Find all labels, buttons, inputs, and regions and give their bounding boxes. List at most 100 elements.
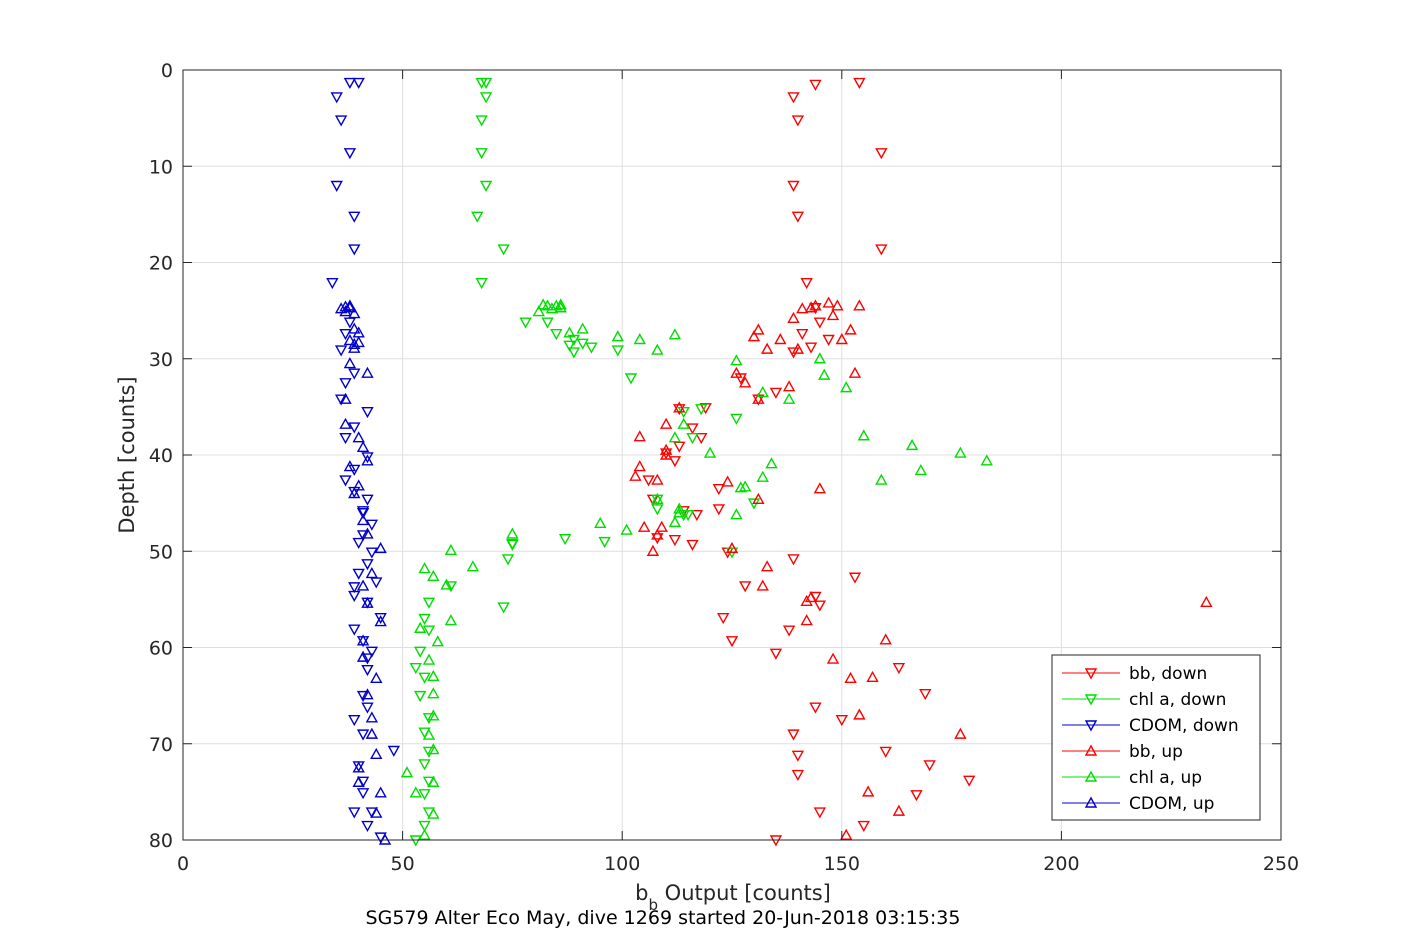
data-point xyxy=(365,519,379,531)
y-tick-label: 20 xyxy=(149,253,173,275)
data-point xyxy=(532,305,545,317)
data-point xyxy=(374,615,387,627)
data-point xyxy=(348,368,361,380)
legend: bb, down chl a, down CDOM, down bb, up chl a… xyxy=(1051,654,1261,821)
data-point xyxy=(563,340,576,352)
data-point xyxy=(365,711,379,723)
data-point xyxy=(361,596,374,608)
data-point xyxy=(835,333,848,345)
data-point xyxy=(339,305,352,317)
data-point xyxy=(791,750,805,762)
data-point xyxy=(409,786,422,798)
data-point xyxy=(554,301,567,313)
data-point xyxy=(844,323,857,335)
data-point xyxy=(659,417,673,429)
y-tick-label: 0 xyxy=(161,60,173,82)
data-point xyxy=(422,713,436,725)
chart-title: SG579 Alter Eco May, dive 1269 started 2… xyxy=(366,907,961,929)
data-point xyxy=(348,714,361,727)
data-point xyxy=(506,538,519,550)
data-point xyxy=(919,689,932,701)
data-point xyxy=(427,709,440,721)
data-point xyxy=(659,448,673,460)
data-point xyxy=(787,554,800,566)
data-point xyxy=(730,366,743,378)
legend-label: CDOM, up xyxy=(1129,794,1214,814)
data-point xyxy=(879,746,892,758)
data-point xyxy=(734,373,747,385)
data-point xyxy=(1200,595,1213,607)
data-point xyxy=(800,278,813,290)
data-point xyxy=(637,520,651,532)
data-point xyxy=(712,483,726,496)
data-point xyxy=(875,244,888,256)
data-point xyxy=(343,334,357,346)
data-point xyxy=(475,115,488,127)
data-point xyxy=(418,828,431,840)
data-point xyxy=(361,702,374,714)
data-point xyxy=(629,469,642,481)
data-point xyxy=(787,92,800,104)
data-point xyxy=(686,432,699,445)
data-point xyxy=(418,672,431,684)
data-point xyxy=(343,460,357,472)
legend-label: bb, down xyxy=(1129,664,1207,684)
data-point xyxy=(352,568,365,580)
data-point xyxy=(422,625,436,637)
series-4 xyxy=(400,298,993,840)
data-point xyxy=(791,342,805,354)
data-point xyxy=(642,475,655,487)
data-point xyxy=(804,591,818,603)
data-point xyxy=(356,508,370,520)
series-3 xyxy=(629,296,1213,840)
data-point xyxy=(861,785,875,797)
data-point xyxy=(348,590,361,602)
data-point xyxy=(361,406,374,419)
data-point xyxy=(787,180,800,192)
data-point xyxy=(361,452,374,464)
data-point xyxy=(361,820,374,833)
data-point xyxy=(343,301,357,313)
data-point xyxy=(427,775,440,787)
data-point xyxy=(413,621,427,633)
data-point xyxy=(365,646,379,658)
data-point xyxy=(348,624,361,636)
y-tick-label: 70 xyxy=(149,734,173,756)
data-point xyxy=(479,77,493,89)
data-point xyxy=(348,807,361,819)
data-point xyxy=(497,244,510,256)
data-point xyxy=(422,746,436,758)
data-point xyxy=(813,482,827,494)
data-point xyxy=(818,368,831,380)
data-point xyxy=(791,211,805,223)
data-point xyxy=(809,702,822,714)
data-point xyxy=(348,422,361,434)
y-tick-label: 80 xyxy=(149,830,173,852)
data-point xyxy=(554,298,567,310)
data-point xyxy=(738,581,752,593)
data-point xyxy=(352,479,365,491)
data-point xyxy=(804,342,818,354)
data-point xyxy=(787,311,800,324)
data-point xyxy=(339,475,352,487)
data-point xyxy=(400,766,414,778)
data-point xyxy=(339,378,352,390)
data-point xyxy=(738,376,752,388)
data-point xyxy=(348,307,361,319)
data-point xyxy=(352,761,365,773)
data-point xyxy=(365,566,379,579)
x-tick-label: 150 xyxy=(824,853,860,875)
data-point xyxy=(822,296,835,308)
data-point xyxy=(427,743,440,755)
x-tick-label: 0 xyxy=(177,853,189,875)
data-point xyxy=(334,115,348,127)
data-point xyxy=(813,600,827,612)
data-point xyxy=(444,581,458,593)
data-point xyxy=(361,664,374,677)
data-point xyxy=(980,454,993,466)
y-tick-label: 50 xyxy=(149,541,173,563)
series-5 xyxy=(334,299,392,845)
data-point xyxy=(326,278,339,290)
axes-box xyxy=(182,69,1282,841)
data-point xyxy=(633,460,646,472)
